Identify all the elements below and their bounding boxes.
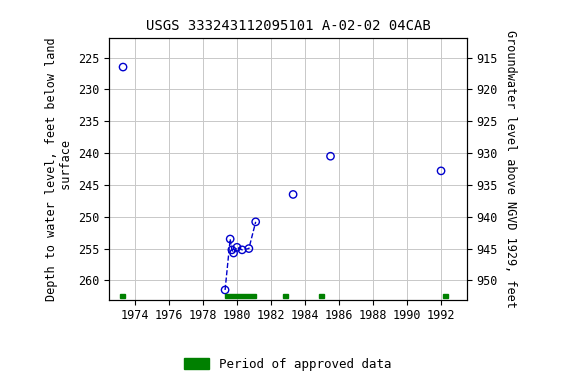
Point bbox=[226, 236, 235, 242]
Y-axis label: Groundwater level above NGVD 1929, feet: Groundwater level above NGVD 1929, feet bbox=[504, 30, 517, 308]
Point bbox=[119, 64, 128, 70]
Point bbox=[228, 247, 237, 253]
Point bbox=[437, 168, 446, 174]
Bar bbox=[120, 294, 125, 298]
Bar bbox=[319, 294, 324, 298]
Point bbox=[244, 245, 253, 252]
Y-axis label: Depth to water level, feet below land
 surface: Depth to water level, feet below land su… bbox=[45, 37, 73, 301]
Bar bbox=[443, 294, 448, 298]
Point bbox=[289, 191, 298, 197]
Point bbox=[221, 287, 230, 293]
Point bbox=[232, 244, 241, 250]
Point bbox=[237, 247, 247, 253]
Legend: Period of approved data: Period of approved data bbox=[179, 353, 397, 376]
Point bbox=[326, 153, 335, 159]
Point bbox=[251, 219, 260, 225]
Title: USGS 333243112095101 A-02-02 04CAB: USGS 333243112095101 A-02-02 04CAB bbox=[146, 19, 430, 33]
Bar bbox=[283, 294, 288, 298]
Bar bbox=[225, 294, 256, 298]
Point bbox=[229, 250, 238, 256]
